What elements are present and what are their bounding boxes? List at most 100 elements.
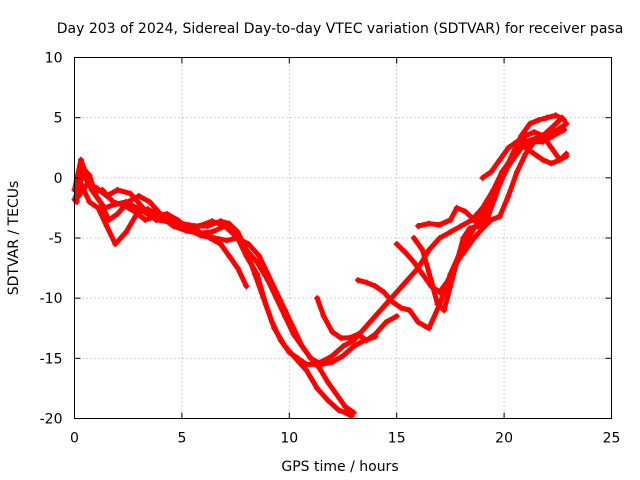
data-point — [80, 165, 87, 172]
data-point — [243, 283, 250, 290]
data-point — [198, 232, 205, 239]
x-tick-label: 0 — [70, 431, 79, 447]
data-point — [372, 283, 379, 290]
data-point — [554, 126, 561, 133]
data-point — [114, 210, 121, 217]
data-point — [217, 218, 224, 225]
data-point — [208, 228, 215, 235]
data-point — [447, 228, 454, 235]
data-point — [471, 216, 478, 223]
data-point — [402, 249, 409, 256]
data-point — [120, 202, 127, 209]
data-point — [479, 214, 486, 221]
data-point — [86, 172, 93, 179]
data-point — [488, 168, 495, 175]
data-point — [114, 186, 121, 193]
data-point — [127, 190, 134, 197]
data-point — [561, 117, 568, 124]
data-point — [397, 304, 404, 311]
data-point — [389, 298, 396, 305]
data-point — [204, 222, 211, 229]
data-point — [466, 225, 473, 232]
data-point — [264, 271, 271, 278]
data-point — [447, 216, 454, 223]
data-point — [505, 192, 512, 199]
data-point — [211, 235, 218, 241]
data-point — [488, 198, 495, 205]
data-point — [434, 301, 441, 308]
data-point — [350, 343, 357, 350]
data-point — [286, 349, 293, 356]
data-point — [101, 204, 108, 211]
data-point — [425, 247, 432, 254]
data-point — [142, 216, 149, 223]
data-point — [505, 162, 512, 169]
data-point — [475, 222, 482, 229]
data-point — [234, 235, 241, 241]
data-point — [425, 220, 432, 227]
series-track-6 — [314, 295, 400, 344]
data-point — [256, 253, 263, 260]
data-point — [355, 277, 362, 284]
data-point — [436, 221, 443, 228]
data-point — [224, 237, 231, 244]
data-point — [135, 192, 142, 199]
data-point — [131, 208, 138, 215]
data-point — [447, 283, 454, 290]
data-point — [105, 216, 112, 223]
data-point — [436, 235, 443, 241]
data-point — [333, 391, 340, 398]
data-point — [329, 358, 336, 365]
data-point — [299, 343, 306, 350]
data-point — [123, 228, 130, 235]
data-point — [440, 307, 447, 314]
data-point — [318, 361, 325, 368]
data-point — [548, 160, 555, 167]
data-point — [479, 174, 486, 181]
data-point — [513, 138, 520, 145]
data-point — [460, 235, 467, 241]
data-point — [531, 129, 538, 136]
data-point — [363, 337, 370, 344]
data-point — [458, 222, 465, 229]
data-point — [110, 198, 117, 205]
x-tick-label: 25 — [603, 431, 621, 447]
y-tick-labels: -20 -15 -10 -5 0 5 10 — [40, 51, 63, 428]
x-axis-label: GPS time / hours — [281, 459, 398, 475]
data-point — [361, 325, 368, 332]
data-point — [531, 150, 538, 157]
data-point — [350, 409, 357, 416]
data-point — [133, 204, 140, 211]
data-point — [556, 156, 563, 163]
data-point — [415, 319, 422, 326]
data-point — [380, 289, 387, 296]
data-point — [479, 225, 486, 232]
series-track-5 — [82, 174, 379, 368]
data-point — [153, 213, 160, 220]
data-point — [191, 222, 198, 229]
series-line — [415, 129, 569, 229]
y-tick-label: 5 — [54, 111, 63, 127]
data-point — [406, 307, 413, 314]
data-point — [320, 313, 327, 320]
data-point — [462, 208, 469, 215]
data-point — [77, 180, 84, 187]
data-point — [539, 156, 546, 163]
data-point — [251, 271, 258, 278]
y-tick-label: -10 — [40, 291, 63, 307]
data-point — [393, 313, 400, 320]
data-point — [234, 265, 241, 272]
y-tick-label: -5 — [49, 231, 63, 247]
data-point — [77, 156, 84, 163]
data-point — [496, 180, 503, 187]
x-tick-label: 5 — [177, 431, 186, 447]
data-point — [95, 204, 102, 211]
data-point — [382, 319, 389, 326]
data-point — [372, 331, 379, 338]
x-tick-label: 20 — [495, 431, 513, 447]
data-point — [174, 216, 181, 223]
data-point — [425, 325, 432, 332]
data-point — [170, 222, 177, 229]
data-point — [404, 277, 411, 284]
